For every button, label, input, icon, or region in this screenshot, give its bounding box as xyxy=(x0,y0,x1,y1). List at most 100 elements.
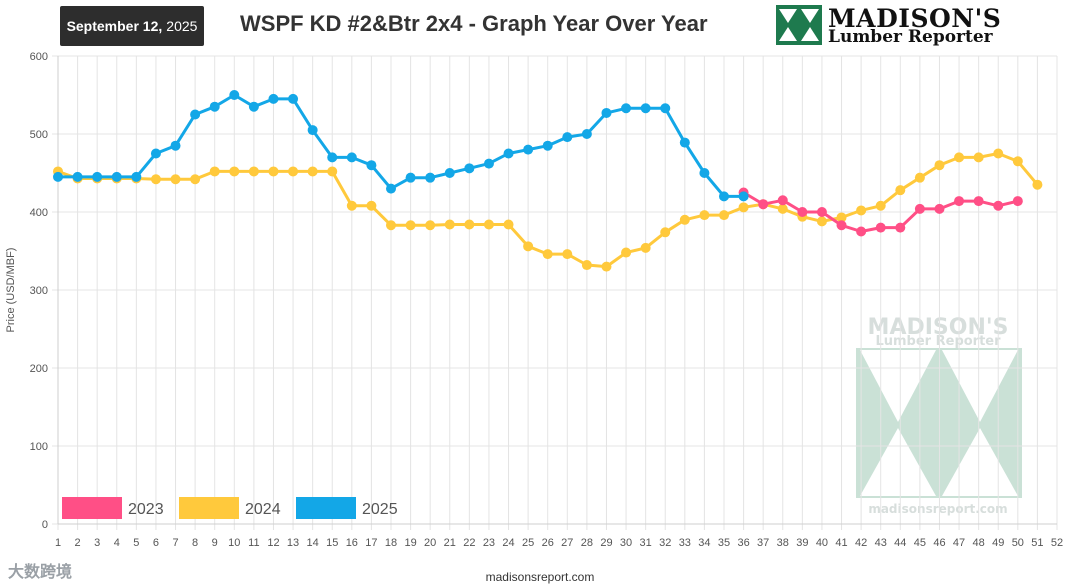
y-tick-label: 300 xyxy=(30,285,48,297)
legend-swatch-2023 xyxy=(62,497,122,519)
x-tick-label: 17 xyxy=(365,537,377,549)
series-2024-point xyxy=(914,172,925,183)
series-2024-point xyxy=(503,219,514,230)
x-tick-label: 8 xyxy=(192,537,198,549)
x-tick-label: 49 xyxy=(992,537,1004,549)
series-2025-line xyxy=(58,93,744,198)
series-2023-point xyxy=(816,207,827,217)
series-2025-point xyxy=(679,137,690,148)
x-tick-label: 14 xyxy=(307,537,319,549)
series-2025-point xyxy=(425,172,436,183)
series-2025-point xyxy=(190,109,201,120)
grid xyxy=(52,55,1058,530)
x-tick-label: 23 xyxy=(483,537,495,549)
x-tick-label: 44 xyxy=(894,537,906,549)
series-2024-point xyxy=(699,210,710,221)
madisons-logo: MADISON'S Lumber Reporter xyxy=(776,4,1058,47)
series-2024-point xyxy=(640,242,651,253)
madisons-logo-icon xyxy=(776,5,822,45)
x-tick-label: 13 xyxy=(287,537,299,549)
series-2024-point xyxy=(875,200,886,211)
x-tick-label: 5 xyxy=(133,537,139,549)
x-tick-label: 40 xyxy=(816,537,828,549)
x-tick-label: 22 xyxy=(463,537,475,549)
x-tick-label: 24 xyxy=(502,537,514,549)
series-2025-point xyxy=(699,168,710,178)
x-tick-label: 27 xyxy=(561,537,573,549)
y-axis: 0 100 200 300 400 500 600 xyxy=(30,51,48,531)
y-tick-label: 200 xyxy=(30,363,48,375)
series-2025-point xyxy=(523,144,534,155)
series-2025-point xyxy=(327,152,338,163)
series-2023-point xyxy=(934,203,945,214)
series-2023-point xyxy=(895,222,906,233)
series-2024-point xyxy=(581,260,592,271)
series-2023 xyxy=(738,187,1023,237)
x-tick-label: 7 xyxy=(172,537,178,549)
legend-swatch-2024 xyxy=(179,497,239,519)
series-2024-point xyxy=(366,200,377,211)
series-2025-point xyxy=(72,171,83,182)
series-2024-point xyxy=(288,166,299,177)
series-2024-point xyxy=(248,166,259,177)
x-tick-label: 50 xyxy=(1012,537,1024,549)
series-2024-point xyxy=(993,148,1004,159)
legend-swatch-2025 xyxy=(296,497,356,519)
series-2024-point xyxy=(679,214,690,225)
x-tick-label: 31 xyxy=(640,537,652,549)
x-tick-label: 37 xyxy=(757,537,769,549)
series-2025-point xyxy=(503,148,514,159)
series-2023-point xyxy=(993,200,1004,211)
series-2025-point xyxy=(268,93,279,104)
y-axis-label: Price (USD/MBF) xyxy=(5,248,17,333)
series-2023-point xyxy=(758,199,769,210)
x-tick-label: 36 xyxy=(737,537,749,549)
series-2025-point xyxy=(307,125,318,136)
series-2025-point xyxy=(562,132,573,143)
series-2024-point xyxy=(190,174,201,185)
series-2025-point xyxy=(346,152,357,163)
series-2024-point xyxy=(346,200,357,211)
date-year: 2025 xyxy=(166,18,198,34)
x-tick-label: 28 xyxy=(581,537,593,549)
series-2025-point xyxy=(248,101,259,112)
x-tick-label: 42 xyxy=(855,537,867,549)
series-2024-point xyxy=(1012,156,1023,167)
x-tick-label: 48 xyxy=(973,537,985,549)
series-2025-point xyxy=(150,148,161,159)
legend-label-2024: 2024 xyxy=(245,501,281,518)
x-tick-label: 26 xyxy=(542,537,554,549)
series-2024-point xyxy=(856,205,867,216)
series-2024-point xyxy=(601,261,612,272)
x-tick-label: 15 xyxy=(326,537,338,549)
series-2024-point xyxy=(777,203,788,214)
series-2025-point xyxy=(288,93,299,104)
series-2025-point xyxy=(542,140,553,151)
series-2025-point xyxy=(366,160,377,171)
x-tick-label: 45 xyxy=(914,537,926,549)
series-2024-point xyxy=(209,166,220,177)
series-2024-point xyxy=(170,174,181,185)
series-2024-point xyxy=(934,160,945,171)
series-2025-point xyxy=(53,171,63,182)
series-2025-point xyxy=(660,103,671,114)
x-tick-label: 39 xyxy=(796,537,808,549)
x-tick-label: 32 xyxy=(659,537,671,549)
x-tick-label: 18 xyxy=(385,537,397,549)
series-2024-point xyxy=(954,152,965,163)
x-tick-label: 3 xyxy=(94,537,100,549)
series-2025-point xyxy=(719,191,729,202)
series-2023-point xyxy=(797,207,808,217)
series-2025-point xyxy=(386,183,396,194)
series-2024-point xyxy=(405,220,416,231)
x-axis: 1 2 3 4 5 6 7 8 9 10 11 12 13 14 15 16 17 18 19 20 21 22 23 24 2… xyxy=(55,537,1063,549)
series-2024-point xyxy=(327,166,338,177)
series-2024-point xyxy=(386,220,396,231)
y-tick-label: 100 xyxy=(30,441,48,453)
series-2024-point xyxy=(229,166,240,177)
footer-url: madisonsreport.com xyxy=(485,570,595,584)
series-2025-point xyxy=(581,129,592,139)
series-2023-point xyxy=(777,195,788,206)
x-tick-label: 20 xyxy=(424,537,436,549)
series-2024-point xyxy=(562,249,573,260)
